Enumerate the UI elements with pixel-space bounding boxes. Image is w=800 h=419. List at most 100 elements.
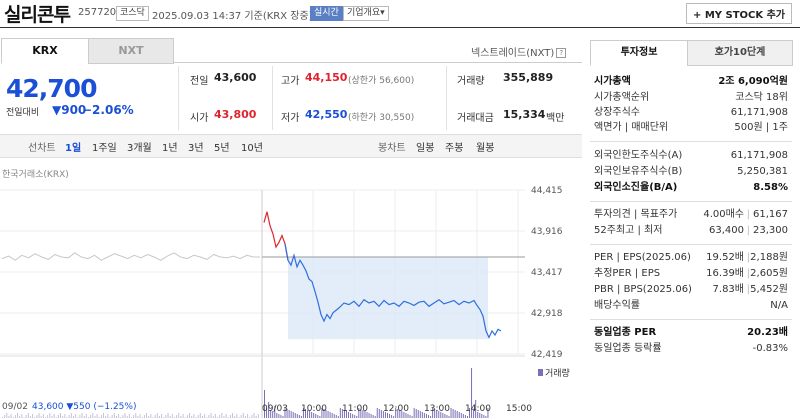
volume-bar xyxy=(180,416,182,418)
volume-bar xyxy=(466,416,468,418)
volume-bar xyxy=(96,414,98,418)
tab-orderbook[interactable]: 호가10단계 xyxy=(687,40,793,66)
period-10y[interactable]: 10년 xyxy=(241,143,263,154)
volume-bar xyxy=(47,415,49,418)
volume-bar xyxy=(329,412,331,418)
volume-bar xyxy=(109,417,111,418)
period-5y[interactable]: 5년 xyxy=(214,143,230,154)
candle-chart-button[interactable]: 봉차트 xyxy=(378,143,406,154)
open-value: 43,800 xyxy=(214,108,257,121)
candle-daily[interactable]: 일봉 xyxy=(416,143,435,154)
volume-bar xyxy=(128,414,130,418)
volume-bar xyxy=(348,412,350,418)
period-3m[interactable]: 3개월 xyxy=(127,143,152,154)
volume-bar xyxy=(94,416,96,418)
foreign-limit-label: 외국인한도주식수(A) xyxy=(594,150,683,161)
volume-bar xyxy=(191,416,193,418)
candle-monthly[interactable]: 월봉 xyxy=(476,143,495,154)
volume-bar xyxy=(148,416,150,418)
bps-value: 5,452원 xyxy=(750,284,788,295)
eeps-value: 2,605원 xyxy=(750,268,788,279)
volume-bar xyxy=(244,416,246,418)
volume-bar xyxy=(174,417,175,418)
volume-bar xyxy=(249,417,251,418)
period-1d[interactable]: 1일 xyxy=(65,143,82,154)
volume-bar xyxy=(325,410,327,418)
volume-bar xyxy=(368,413,370,418)
prev-day-line xyxy=(1,252,260,261)
prev-close-value: 43,600 xyxy=(214,71,257,84)
low-label: 저가 xyxy=(281,113,300,124)
volume-bar xyxy=(51,416,53,418)
volume-bar xyxy=(66,417,68,418)
volume-bar xyxy=(374,416,376,418)
pbr-value: 7.83배 xyxy=(712,284,744,295)
volume-bar xyxy=(19,416,21,418)
volume-label: 거래량 xyxy=(457,76,485,87)
volume-bar xyxy=(300,416,302,418)
market-cap-value: 2조 6,090억원 xyxy=(718,76,788,87)
realtime-tag[interactable]: 실시간 xyxy=(310,6,343,21)
par-label: 액면가 | 매매단위 xyxy=(594,122,669,133)
add-mystock-button[interactable]: + MY STOCK 추가 xyxy=(685,3,792,24)
volume-bar xyxy=(45,417,46,418)
y-tick-label: 42,419 xyxy=(531,350,563,360)
volume-bar xyxy=(169,416,171,418)
upper-limit: (상한가 56,600) xyxy=(348,76,415,86)
volume-bar xyxy=(387,413,388,418)
volume-bar xyxy=(409,415,411,418)
volume-bar xyxy=(296,414,298,418)
period-1y[interactable]: 1년 xyxy=(162,143,178,154)
volume-bar xyxy=(319,416,321,418)
volume-bar xyxy=(75,414,77,418)
volume-bar xyxy=(115,416,117,418)
volume-bar xyxy=(135,413,137,418)
stock-name: 실리콘투 xyxy=(4,4,71,26)
volume-bar xyxy=(370,414,372,418)
x-tick-label: 15:00 xyxy=(506,404,532,414)
volume-bar xyxy=(141,417,143,418)
candle-weekly[interactable]: 주봉 xyxy=(445,143,464,154)
tab-krx[interactable]: KRX xyxy=(1,38,89,64)
volume-bar xyxy=(36,415,38,418)
change-amount: 900 xyxy=(61,103,87,117)
volume-bar xyxy=(184,417,186,418)
volume-bar xyxy=(413,408,415,418)
tab-invest-info[interactable]: 투자정보 xyxy=(590,40,688,66)
low-value: 42,550 xyxy=(305,108,348,121)
opinion-row: 투자의견 | 목표주가 4.00매수 | 61,167 xyxy=(594,208,788,222)
nextrade-link[interactable]: 넥스트레이드(NXT)? xyxy=(471,44,567,59)
volume-bar xyxy=(17,413,19,418)
help-icon[interactable]: ? xyxy=(556,48,567,58)
volume-bar xyxy=(450,408,452,418)
volume-bar xyxy=(217,417,218,418)
volume-bar xyxy=(362,410,364,418)
intraday-chart[interactable]: 44,415 43,916 43,417 42,918 42,419 09/03 10:0… xyxy=(0,178,582,419)
divider xyxy=(178,66,179,130)
volume-bar xyxy=(240,415,242,418)
data-source: 한국거래소(KRX) xyxy=(2,170,69,180)
volume-bar xyxy=(442,413,444,418)
volume-bar xyxy=(167,413,169,418)
volume-bar xyxy=(131,417,132,418)
volume-bar xyxy=(124,413,126,418)
period-3y[interactable]: 3년 xyxy=(188,143,204,154)
volume-bar xyxy=(206,417,208,418)
volume-bar xyxy=(307,410,309,418)
divider xyxy=(446,66,447,130)
volume-bar xyxy=(105,416,107,418)
separator: | xyxy=(746,268,750,279)
overview-button[interactable]: 기업개요▾ xyxy=(343,6,389,21)
volume-bar xyxy=(487,408,489,418)
period-1w[interactable]: 1주일 xyxy=(92,143,117,154)
volume-bar xyxy=(462,414,464,418)
par-value: 500원 | 1주 xyxy=(734,122,788,133)
volume-bar xyxy=(133,415,135,418)
tab-nxt[interactable]: NXT xyxy=(88,38,174,64)
line-chart-button[interactable]: 선차트 xyxy=(28,143,56,154)
opinion-value: 4.00매수 xyxy=(703,209,744,220)
overview-label: 기업개요 xyxy=(347,8,381,18)
volume-bar xyxy=(247,414,249,418)
volume-bar xyxy=(382,411,384,418)
volume-bar xyxy=(8,416,10,418)
